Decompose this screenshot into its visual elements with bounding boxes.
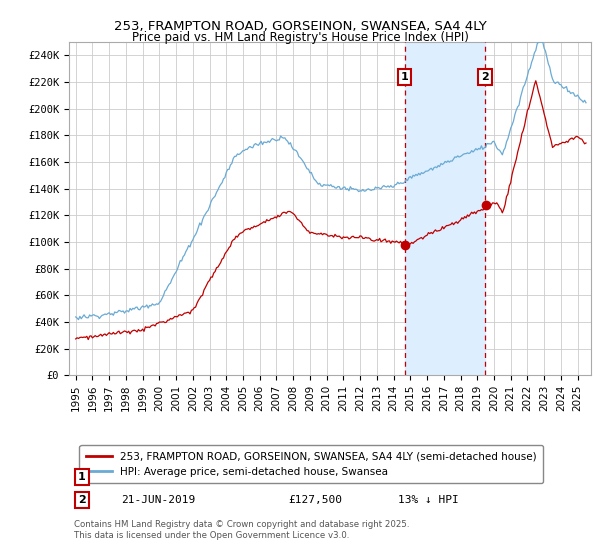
Text: 25% ↓ HPI: 25% ↓ HPI — [398, 472, 458, 482]
Text: Price paid vs. HM Land Registry's House Price Index (HPI): Price paid vs. HM Land Registry's House … — [131, 31, 469, 44]
Text: £127,500: £127,500 — [288, 495, 342, 505]
Text: 1: 1 — [401, 72, 409, 82]
Bar — [405, 42, 485, 375]
Text: 1: 1 — [78, 472, 86, 482]
Text: 13% ↓ HPI: 13% ↓ HPI — [398, 495, 458, 505]
Text: 21-JUN-2019: 21-JUN-2019 — [121, 495, 196, 505]
Text: 02-SEP-2014: 02-SEP-2014 — [121, 472, 196, 482]
Text: 2: 2 — [481, 72, 489, 82]
Text: £98,000: £98,000 — [288, 472, 335, 482]
Legend: 253, FRAMPTON ROAD, GORSEINON, SWANSEA, SA4 4LY (semi-detached house), HPI: Aver: 253, FRAMPTON ROAD, GORSEINON, SWANSEA, … — [79, 445, 543, 483]
Text: 253, FRAMPTON ROAD, GORSEINON, SWANSEA, SA4 4LY: 253, FRAMPTON ROAD, GORSEINON, SWANSEA, … — [113, 20, 487, 32]
Text: 2: 2 — [78, 495, 86, 505]
Text: Contains HM Land Registry data © Crown copyright and database right 2025.
This d: Contains HM Land Registry data © Crown c… — [74, 520, 410, 539]
